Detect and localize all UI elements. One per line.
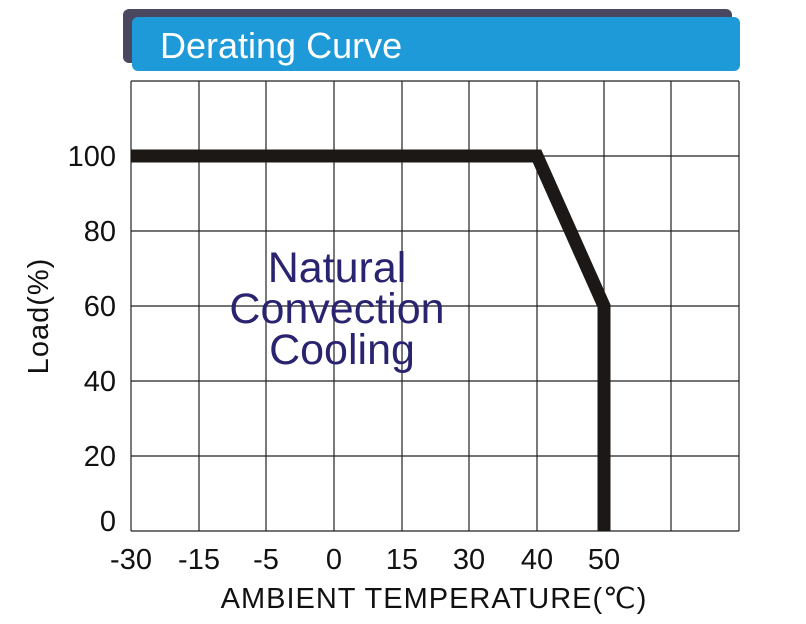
x-tick-label: 50 <box>588 544 620 576</box>
x-tick-label: 0 <box>326 544 342 576</box>
annotation-block: Natural Convection Cooling <box>229 244 444 374</box>
y-tick-label: 0 <box>100 506 116 538</box>
x-axis-title: AMBIENT TEMPERATURE(℃) <box>221 583 648 615</box>
x-tick-label: 40 <box>521 544 553 576</box>
y-tick-label: 20 <box>84 441 116 473</box>
series-curve <box>131 149 611 531</box>
x-tick-label: -5 <box>253 544 279 576</box>
annotation-line-1: Natural <box>268 244 407 292</box>
y-tick-label: 60 <box>84 291 116 323</box>
x-tick-label: 30 <box>453 544 485 576</box>
y-axis-title: Load(%) <box>23 258 55 375</box>
y-tick-labels: 100 80 60 40 20 0 <box>68 141 116 538</box>
derating-line <box>131 149 611 531</box>
x-tick-label: -15 <box>178 544 220 576</box>
banner-background <box>132 17 740 71</box>
x-tick-labels: -30 -15 -5 0 15 30 40 50 <box>110 544 620 576</box>
annotation-line-3: Cooling <box>269 326 415 374</box>
y-tick-label: 40 <box>84 366 116 398</box>
y-tick-label: 80 <box>84 216 116 248</box>
x-tick-label: -30 <box>110 544 152 576</box>
annotation-line-2: Convection <box>229 285 444 333</box>
chart-title: Derating Curve <box>160 25 402 66</box>
x-tick-label: 15 <box>386 544 418 576</box>
title-banner: Derating Curve <box>123 9 740 71</box>
y-tick-label: 100 <box>68 141 116 173</box>
